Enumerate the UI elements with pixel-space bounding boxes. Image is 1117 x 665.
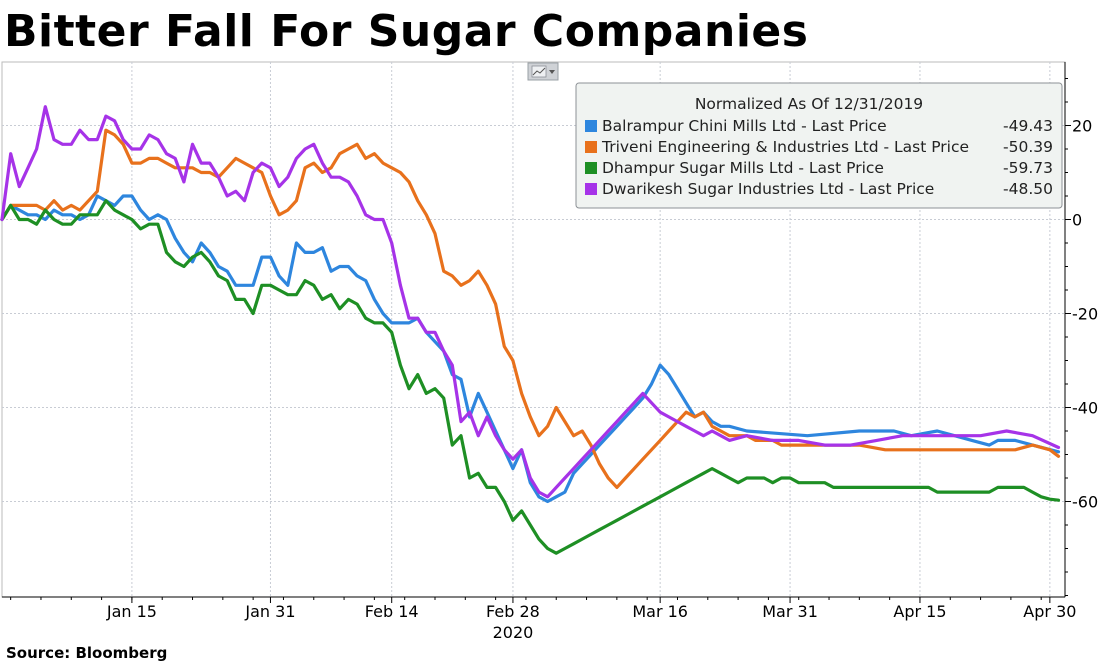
x-tick-label: Mar 31 [762, 602, 818, 621]
y-tick-label: 0 [1072, 211, 1082, 230]
x-year-label: 2020 [493, 623, 534, 642]
legend-label: Balrampur Chini Mills Ltd - Last Price [602, 117, 887, 135]
x-tick-label: Apr 30 [1023, 602, 1076, 621]
line-chart-icon [531, 65, 547, 78]
axes: 20 0 -20 -40 -60 Jan 15 Jan 31 Feb 14 Feb 28 Mar … [10, 78, 1098, 642]
x-tick-label: Feb 14 [365, 602, 419, 621]
legend-value: -48.50 [1003, 180, 1053, 198]
plot-frame [1, 61, 1066, 598]
legend-value: -50.39 [1003, 138, 1053, 156]
legend-value: -59.73 [1003, 159, 1053, 177]
x-tick-label: Mar 16 [632, 602, 688, 621]
x-tick-label: Jan 31 [244, 602, 295, 621]
source-note: Source: Bloomberg [6, 644, 168, 662]
legend: Normalized As Of 12/31/2019 Balrampur Chi… [575, 82, 1063, 209]
x-tick-label: Jan 15 [106, 602, 157, 621]
legend-title: Normalized As Of 12/31/2019 [695, 95, 923, 113]
legend-label: Dhampur Sugar Mills Ltd - Last Price [602, 159, 884, 177]
y-tick-label: 20 [1072, 117, 1092, 136]
series-line-1 [0, 194, 1061, 504]
series-line-4 [0, 105, 1061, 499]
series-line-2 [0, 128, 1061, 489]
y-tick-label: -40 [1072, 399, 1098, 418]
x-tick-label: Feb 28 [486, 602, 540, 621]
chevron-down-icon [549, 70, 555, 74]
legend-value: -49.43 [1003, 117, 1053, 135]
legend-swatch [585, 162, 597, 174]
x-tick-label: Apr 15 [893, 602, 946, 621]
legend-swatch [585, 183, 597, 195]
chart-type-button[interactable] [527, 62, 559, 81]
y-tick-label: -20 [1072, 305, 1098, 324]
series-lines [0, 105, 1061, 555]
series-line-3 [0, 199, 1061, 555]
legend-swatch [585, 141, 597, 153]
legend-swatch [585, 120, 597, 132]
legend-label: Triveni Engineering & Industries Ltd - L… [601, 138, 969, 156]
y-tick-label: -60 [1072, 493, 1098, 512]
legend-box [575, 82, 1063, 209]
legend-label: Dwarikesh Sugar Industries Ltd - Last Pr… [602, 180, 934, 198]
chart-headline: Bitter Fall For Sugar Companies [4, 6, 809, 57]
